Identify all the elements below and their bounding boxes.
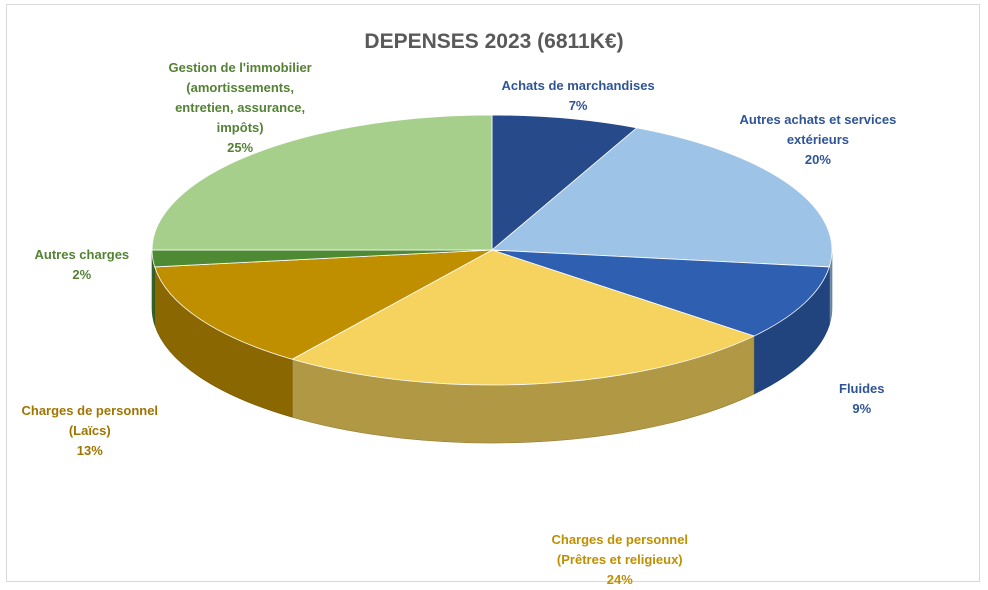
slice-label-text: Autres achats et services bbox=[739, 112, 897, 127]
pie-slice-4 bbox=[154, 249, 493, 360]
slice-percent: 25% bbox=[227, 140, 254, 155]
pie-slice-0 bbox=[491, 114, 638, 251]
slice-label-0: Achats de marchandises 7% bbox=[502, 76, 655, 116]
slice-percent: 9% bbox=[852, 401, 872, 416]
slice-label-text: Charges de personnel bbox=[551, 532, 689, 547]
slice-label-text: (Laïcs) bbox=[68, 423, 111, 438]
slice-label-text: Gestion de l'immobilier bbox=[168, 60, 312, 75]
pie-slice-2 bbox=[491, 249, 830, 337]
pie-slices bbox=[151, 114, 833, 386]
slice-percent: 20% bbox=[804, 152, 831, 167]
slice-label-3: Charges de personnel (Prêtres et religieu… bbox=[552, 530, 689, 590]
slice-label-text: Fluides bbox=[839, 381, 885, 396]
chart-title: DEPENSES 2023 (6811K€) bbox=[364, 30, 624, 53]
pie-slice-6 bbox=[151, 114, 493, 251]
slice-label-text: Charges de personnel bbox=[21, 403, 159, 418]
pie-slice-1 bbox=[490, 127, 833, 268]
slice-label-text: extérieurs bbox=[786, 132, 849, 147]
slice-label-text: (amortissements, bbox=[186, 80, 294, 95]
slice-label-text: entretien, assurance, bbox=[175, 100, 306, 115]
slice-label-text: impôts) bbox=[216, 120, 264, 135]
slice-label-5: Autres charges 2% bbox=[35, 245, 130, 285]
slice-percent: 24% bbox=[606, 572, 633, 587]
slice-label-text: (Prêtres et religieux) bbox=[556, 552, 683, 567]
pie-slice-3 bbox=[291, 249, 756, 386]
slice-label-text: Achats de marchandises bbox=[501, 78, 655, 93]
slice-percent: 7% bbox=[568, 98, 588, 113]
slice-percent: 13% bbox=[76, 443, 103, 458]
slice-label-text: Autres charges bbox=[34, 247, 130, 262]
slice-label-2: Fluides 9% bbox=[839, 379, 885, 419]
pie-side-walls bbox=[151, 249, 833, 444]
slice-label-6: Gestion de l'immobilier (amortissements, e… bbox=[169, 58, 312, 158]
slice-percent: 2% bbox=[72, 267, 92, 282]
slice-label-1: Autres achats et services extérieurs 20% bbox=[740, 110, 897, 170]
slice-label-4: Charges de personnel (Laïcs) 13% bbox=[22, 401, 159, 461]
